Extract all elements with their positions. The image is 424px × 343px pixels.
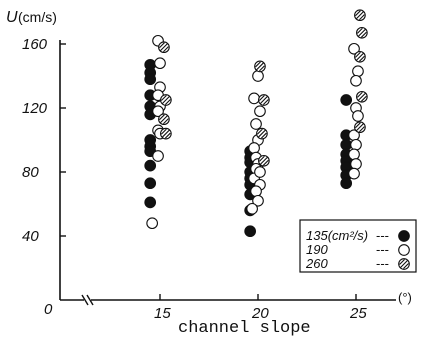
data-point-series-3 — [158, 41, 170, 54]
legend-dashes: --- — [376, 242, 389, 257]
data-point-series-2 — [246, 202, 258, 215]
data-point-series-2 — [350, 74, 362, 87]
legend-dashes: --- — [376, 256, 389, 271]
x-unit-label: (°) — [398, 290, 412, 305]
data-point-series-2 — [248, 142, 260, 154]
data-point-series-3 — [258, 94, 270, 106]
data-point-series-3 — [354, 9, 366, 22]
data-points — [144, 9, 368, 238]
y-tick-label: 40 — [22, 228, 39, 245]
data-point-series-2 — [252, 70, 264, 82]
y-tick-label: 120 — [22, 100, 48, 117]
data-point-series-1 — [144, 73, 157, 86]
data-point-series-2 — [350, 158, 362, 170]
data-point-series-2 — [146, 217, 159, 230]
data-point-series-2 — [348, 42, 360, 55]
data-point-series-2 — [252, 194, 264, 207]
data-point-series-2 — [350, 138, 362, 151]
data-point-series-3 — [160, 127, 172, 140]
data-point-series-1 — [244, 225, 257, 238]
data-point-series-1 — [144, 196, 157, 209]
data-point-series-2 — [248, 92, 260, 105]
data-point-series-2 — [154, 57, 166, 70]
data-point-series-2 — [250, 118, 262, 130]
origin-label: 0 — [44, 301, 53, 318]
y-axis-unit: (cm/s) — [18, 9, 57, 25]
data-point-series-3 — [158, 113, 170, 126]
data-point-series-3 — [354, 121, 366, 134]
data-point-series-1 — [340, 138, 353, 151]
x-tick-label: 20 — [251, 305, 269, 322]
x-ticks: 15 20 25 — [154, 294, 367, 322]
data-point-series-2 — [348, 148, 360, 161]
y-tick-label: 80 — [22, 164, 39, 181]
data-point-series-3 — [254, 60, 266, 73]
data-point-series-3 — [356, 90, 368, 103]
legend: 135(cm²/s) --- 190 --- 260 --- — [299, 219, 417, 273]
data-point-series-3 — [356, 26, 368, 39]
data-point-series-1 — [144, 159, 157, 172]
data-point-series-1 — [340, 94, 353, 106]
legend-marker — [398, 258, 410, 270]
data-point-series-2 — [250, 185, 262, 198]
data-point-series-2 — [352, 110, 364, 122]
data-point-series-2 — [348, 167, 360, 180]
data-point-series-3 — [258, 154, 270, 167]
y-tick-label: 160 — [22, 36, 48, 53]
legend-label: 260 — [305, 256, 328, 271]
y-ticks: 40 80 120 160 — [22, 36, 66, 245]
legend-dashes: --- — [376, 228, 389, 243]
data-point-series-2 — [254, 166, 266, 178]
legend-marker — [398, 244, 410, 256]
legend-label: 190 — [306, 242, 328, 257]
legend-box — [299, 219, 417, 273]
data-point-series-1 — [340, 177, 353, 190]
axis-break-mark — [81, 294, 94, 306]
legend-items: 135(cm²/s) --- 190 --- 260 --- — [305, 228, 410, 271]
data-point-series-2 — [254, 105, 266, 118]
data-point-series-3 — [160, 94, 172, 106]
x-axis-title: channel slope — [178, 319, 311, 338]
data-point-series-1 — [144, 177, 157, 190]
axes — [59, 40, 396, 306]
data-point-series-2 — [152, 105, 164, 118]
data-point-series-2 — [352, 65, 364, 78]
data-point-series-2 — [152, 150, 164, 162]
data-point-series-3 — [354, 50, 366, 63]
data-point-series-3 — [256, 127, 268, 140]
y-axis-symbol: U — [6, 9, 18, 26]
legend-marker — [398, 230, 410, 242]
x-tick-label: 15 — [154, 305, 171, 322]
x-tick-label: 25 — [349, 305, 367, 322]
legend-label: 135(cm²/s) — [306, 228, 368, 243]
